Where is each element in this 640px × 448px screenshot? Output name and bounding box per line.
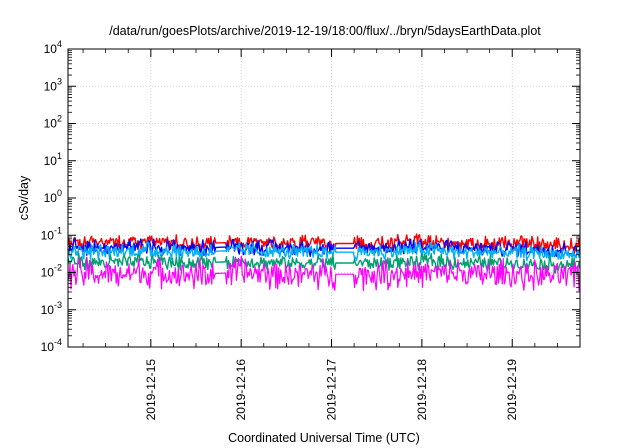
y-tick-label: 102 (44, 114, 62, 131)
y-tick-exponent: 4 (57, 39, 62, 49)
y-tick-base: 10 (44, 117, 58, 131)
y-tick-exponent: -1 (54, 225, 62, 235)
x-axis-ticks: 2019-12-15 2019-12-16 2019-12-17 2019-12-18… (82, 49, 558, 421)
x-tick-label: 2019-12-19 (505, 359, 519, 421)
series-group (67, 233, 581, 292)
y-tick-base: 10 (44, 191, 58, 205)
y-tick-exponent: 2 (57, 114, 62, 124)
x-tick-label: 2019-12-18 (415, 359, 429, 421)
y-tick-exponent: 0 (57, 188, 62, 198)
y-tick-base: 10 (44, 154, 58, 168)
x-tick-label: 2019-12-15 (144, 359, 158, 421)
y-tick-label: 10-3 (41, 300, 62, 317)
y-tick-label: 100 (44, 188, 62, 205)
y-tick-exponent: -4 (54, 337, 62, 347)
grid-lines (68, 49, 580, 347)
y-tick-label: 10-2 (41, 263, 62, 280)
y-axis-label: cSv/day (17, 175, 31, 220)
y-tick-exponent: 1 (57, 151, 62, 161)
x-tick-label: 2019-12-17 (325, 359, 339, 421)
y-tick-label: 101 (44, 151, 62, 168)
series-line-5 (67, 255, 581, 292)
y-tick-base: 10 (41, 228, 55, 242)
y-tick-base: 10 (41, 303, 55, 317)
y-tick-label: 104 (44, 39, 62, 56)
y-tick-exponent: -3 (54, 300, 62, 310)
y-tick-base: 10 (44, 79, 58, 93)
y-tick-label: 10-1 (41, 225, 62, 242)
y-tick-exponent: -2 (54, 263, 62, 273)
y-tick-base: 10 (44, 42, 58, 56)
x-tick-label: 2019-12-16 (234, 359, 248, 421)
chart-title: /data/run/goesPlots/archive/2019-12-19/1… (109, 24, 541, 38)
y-tick-label: 103 (44, 76, 62, 93)
y-tick-exponent: 3 (57, 76, 62, 86)
y-tick-label: 10-4 (41, 337, 62, 354)
y-tick-base: 10 (41, 340, 55, 354)
x-axis-label: Coordinated Universal Time (UTC) (228, 431, 420, 445)
y-tick-base: 10 (41, 266, 55, 280)
series-line-3 (67, 241, 581, 262)
